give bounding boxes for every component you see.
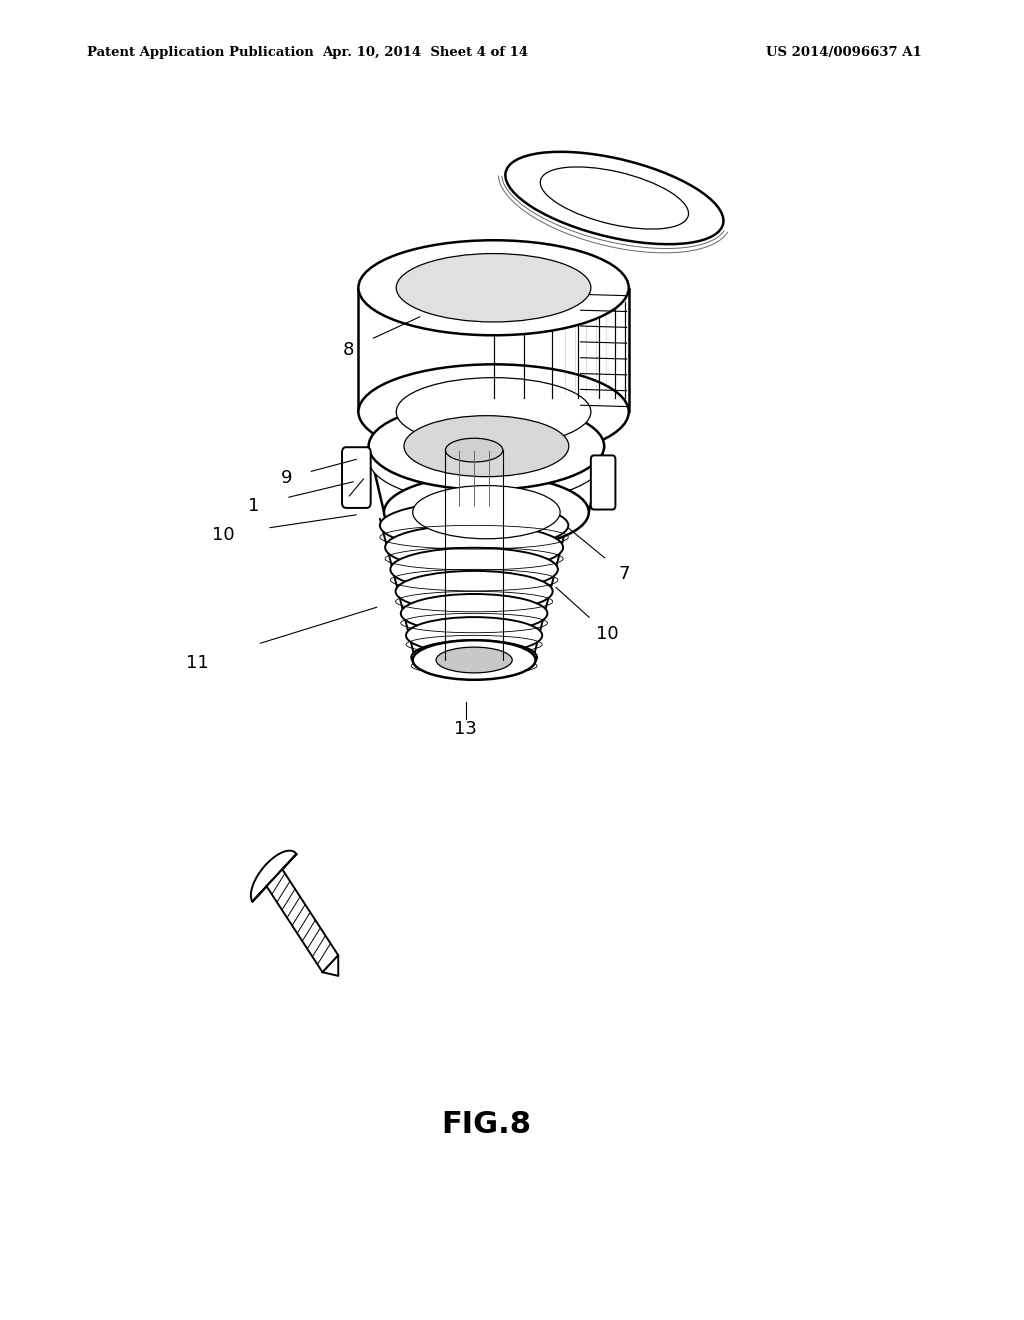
Text: FIG.8: FIG.8 [441,1110,531,1139]
Ellipse shape [390,548,558,591]
Ellipse shape [400,594,548,632]
Ellipse shape [436,647,512,673]
Polygon shape [369,446,604,512]
Text: 11: 11 [186,653,209,672]
Text: US 2014/0096637 A1: US 2014/0096637 A1 [766,46,922,59]
Ellipse shape [406,618,543,653]
Ellipse shape [445,438,503,462]
Polygon shape [251,850,296,902]
Text: 7: 7 [618,565,631,583]
Ellipse shape [396,253,591,322]
Text: Apr. 10, 2014  Sheet 4 of 14: Apr. 10, 2014 Sheet 4 of 14 [322,46,528,59]
Text: 13: 13 [455,719,477,738]
Text: 8: 8 [342,341,354,359]
Ellipse shape [506,152,723,244]
Ellipse shape [412,640,537,675]
Polygon shape [266,870,338,973]
FancyBboxPatch shape [342,447,371,508]
Ellipse shape [413,486,560,539]
FancyBboxPatch shape [591,455,615,510]
Text: Patent Application Publication: Patent Application Publication [87,46,313,59]
Text: 1: 1 [248,496,260,515]
Ellipse shape [413,640,536,680]
Text: 10: 10 [212,525,234,544]
Ellipse shape [385,525,563,570]
Ellipse shape [541,166,688,230]
Text: 9: 9 [281,469,293,487]
Ellipse shape [395,570,553,611]
Polygon shape [323,956,338,975]
Ellipse shape [369,416,604,503]
Ellipse shape [384,475,589,549]
Text: 10: 10 [596,624,618,643]
Ellipse shape [403,416,569,477]
Ellipse shape [358,364,629,459]
Polygon shape [358,288,629,412]
Ellipse shape [380,502,568,549]
Ellipse shape [358,240,629,335]
Ellipse shape [369,403,604,490]
Polygon shape [380,519,568,657]
Ellipse shape [396,378,591,446]
